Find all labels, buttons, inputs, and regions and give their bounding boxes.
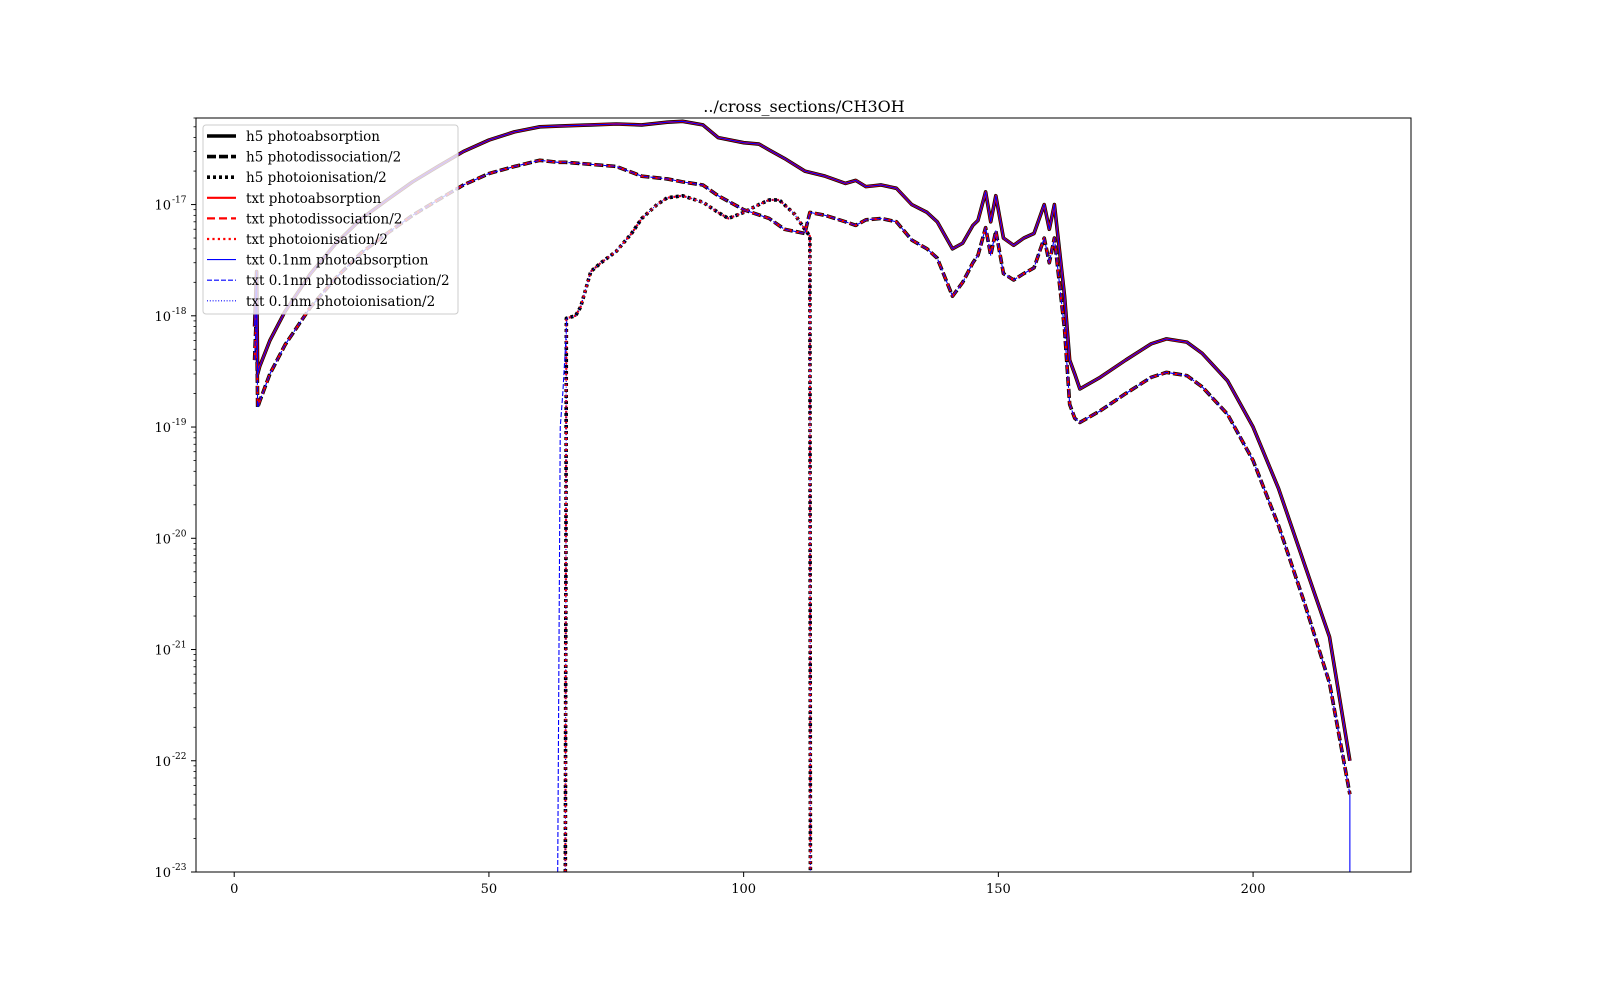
y-tick-exponent: -17 [172,196,187,206]
y-tick-label: 10 [154,755,171,770]
series-line-txt-0-1nm-photoionisation-2 [564,195,811,872]
y-tick-exponent: -22 [172,752,187,762]
legend-label: txt 0.1nm photodissociation/2 [246,273,450,289]
legend-label: txt photoabsorption [246,191,381,207]
y-tick-label: 10 [154,310,171,325]
y-tick-label: 10 [154,644,171,659]
legend-box [202,124,459,315]
series-line-txt-0-1nm-photodissociation-2-ramp [557,318,568,872]
x-tick-label: 200 [1241,882,1266,897]
y-tick-label: 10 [154,421,171,436]
y-tick-exponent: -23 [172,863,187,873]
y-tick-label: 10 [154,532,171,547]
chart-title: ../cross_sections/CH3OH [703,97,904,116]
y-tick-exponent: -18 [172,307,187,317]
legend-label: h5 photodissociation/2 [246,150,401,166]
legend-label: h5 photoabsorption [246,129,380,145]
legend-label: h5 photoionisation/2 [246,170,387,186]
legend: h5 photoabsorption h5 photodissociation/2… [202,124,459,315]
x-axis: 0 50 100 150 200 [230,872,1265,897]
legend-label: txt 0.1nm photoabsorption [246,253,429,269]
y-tick-label: 10 [154,866,171,881]
x-tick-label: 150 [986,882,1011,897]
y-tick-exponent: -21 [172,641,187,651]
x-tick-label: 100 [731,882,756,897]
y-tick-exponent: -20 [172,529,187,539]
legend-label: txt photodissociation/2 [246,211,402,227]
y-tick-label: 10 [154,199,171,214]
y-tick-exponent: -19 [172,418,187,428]
legend-label: txt photoionisation/2 [246,232,388,248]
legend-label: txt 0.1nm photoionisation/2 [246,294,435,310]
x-tick-label: 0 [230,882,238,897]
x-tick-label: 50 [481,882,498,897]
plot-frame [195,117,1412,873]
